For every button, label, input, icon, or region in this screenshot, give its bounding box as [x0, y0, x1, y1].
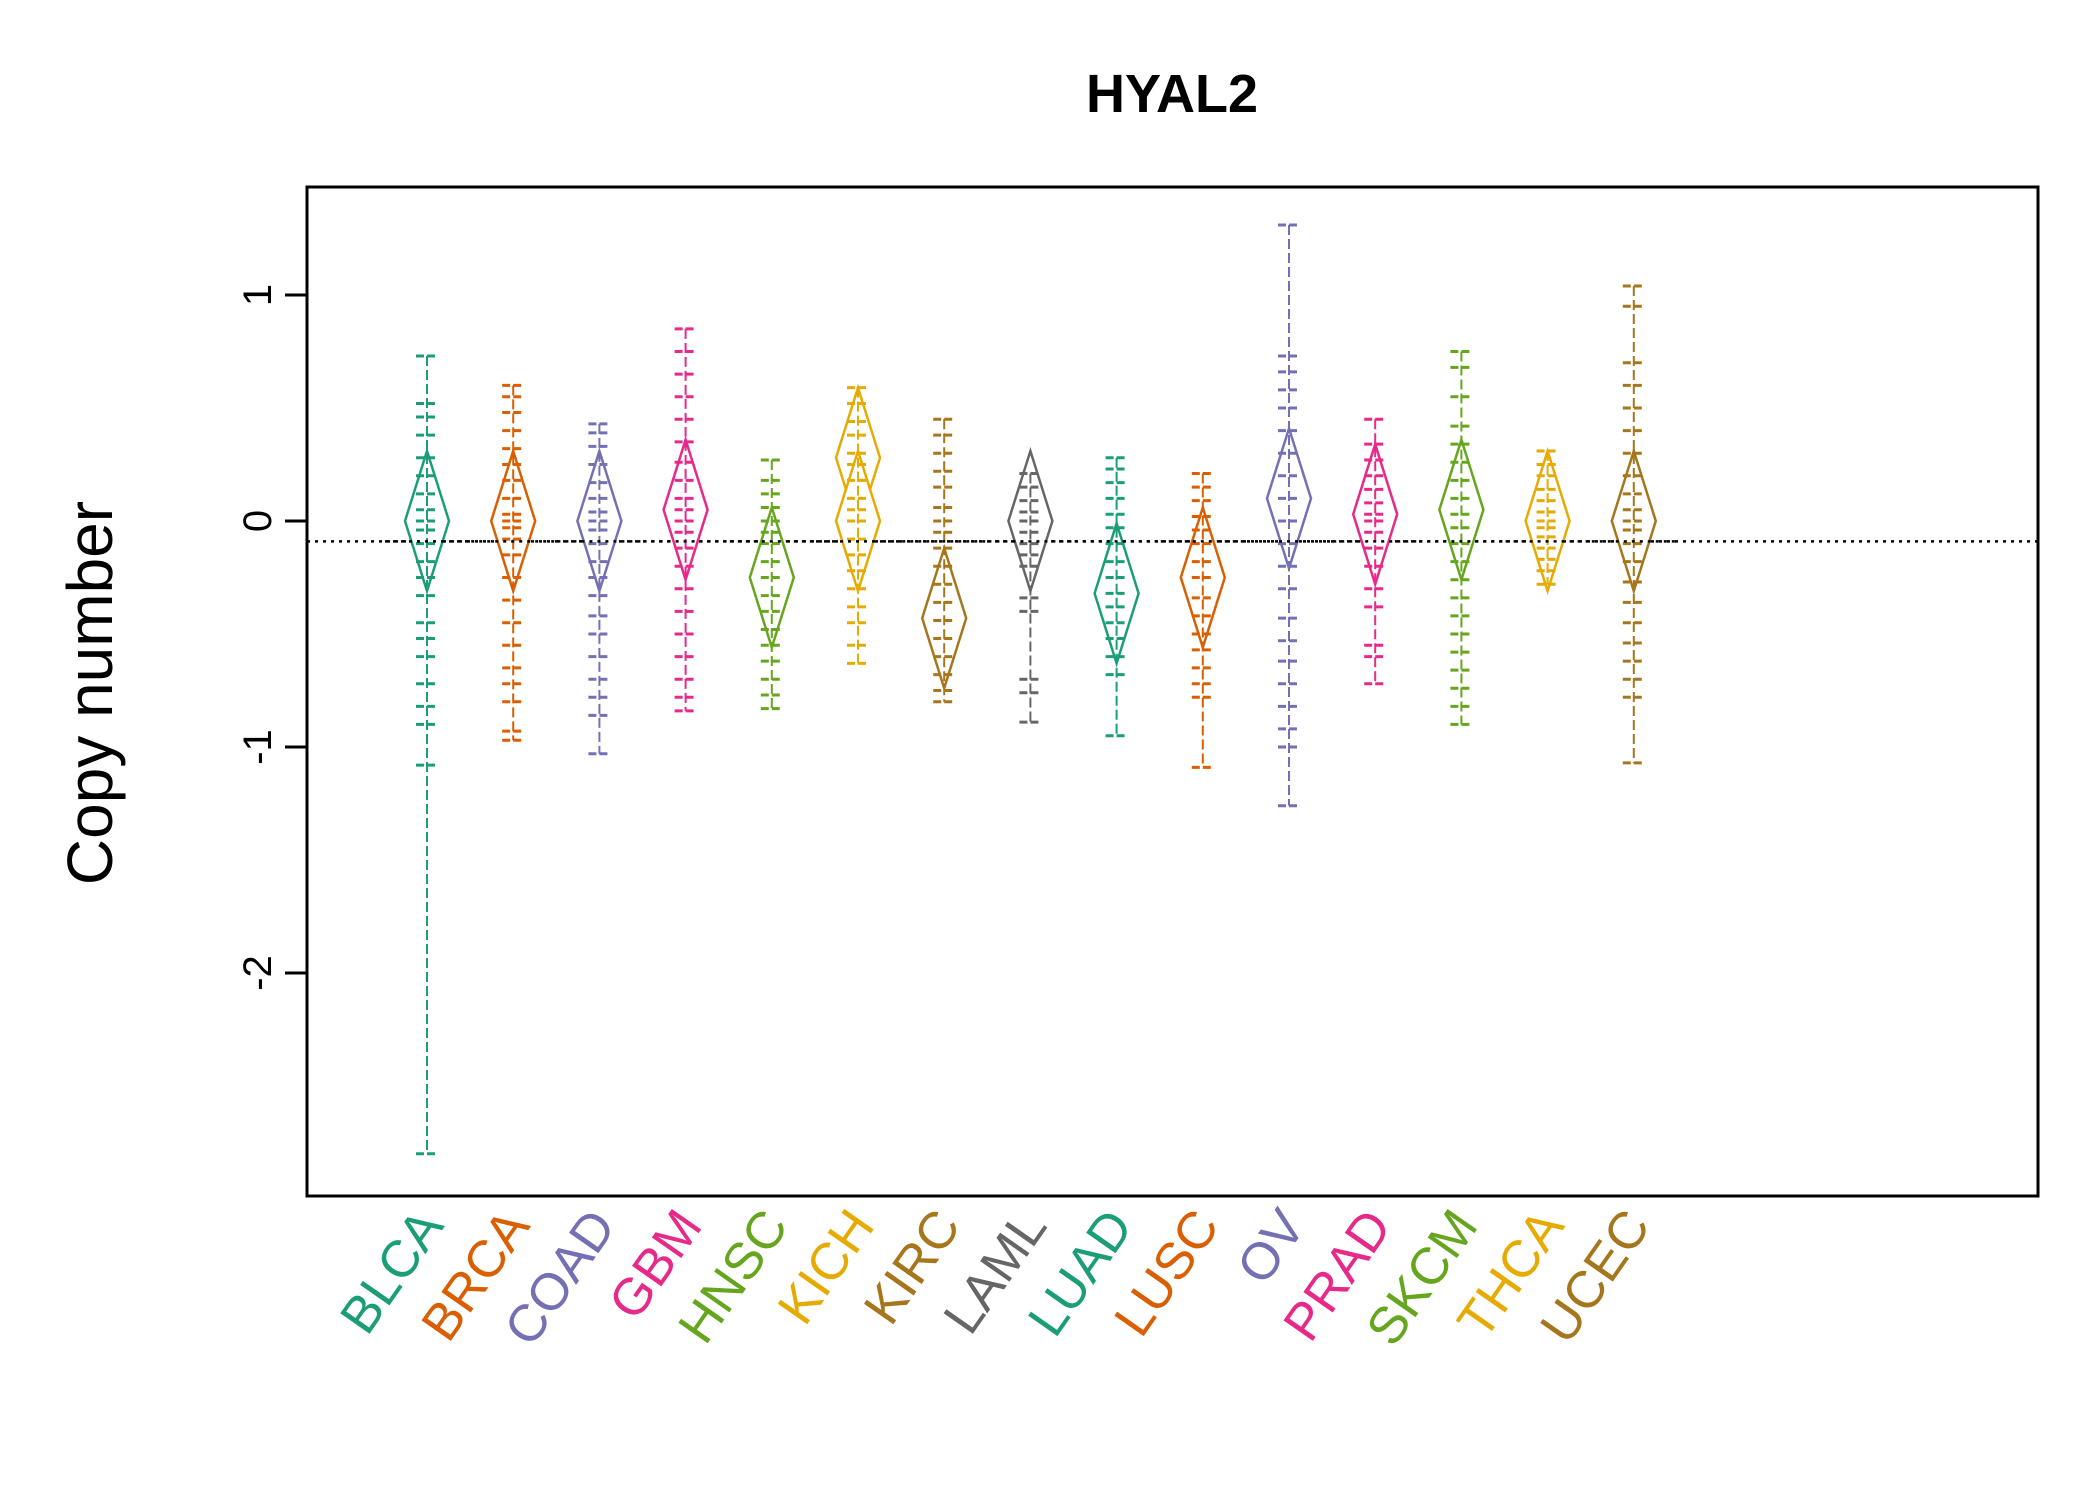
bean-skcm	[1419, 350, 1504, 726]
bean-laml	[988, 446, 1073, 724]
bean-ucec	[1591, 284, 1676, 765]
bean-hnsc	[729, 458, 814, 711]
bean-thca	[1505, 446, 1590, 596]
y-tick-label: -2	[236, 955, 280, 991]
plot-frame	[305, 185, 2040, 1198]
bean-brca	[471, 383, 556, 742]
y-tick-label: -1	[236, 729, 280, 765]
bean-lusc	[1160, 472, 1245, 769]
plot-area	[307, 223, 2038, 1156]
y-axis-label: Copy number	[54, 501, 126, 885]
bean-luad	[1074, 456, 1159, 738]
bean-kich	[816, 383, 900, 665]
bean-blca	[385, 354, 469, 1156]
bean-ov	[1247, 223, 1331, 808]
bean-gbm	[643, 327, 728, 713]
bean-coad	[557, 422, 642, 756]
chart-title: HYAL2	[1086, 64, 1258, 124]
y-tick-label: 1	[236, 284, 280, 306]
y-axis: -2 -1 0 1	[236, 284, 307, 991]
y-tick-label: 0	[236, 510, 280, 532]
bean-kirc	[902, 417, 987, 704]
bean-prad	[1333, 417, 1418, 686]
